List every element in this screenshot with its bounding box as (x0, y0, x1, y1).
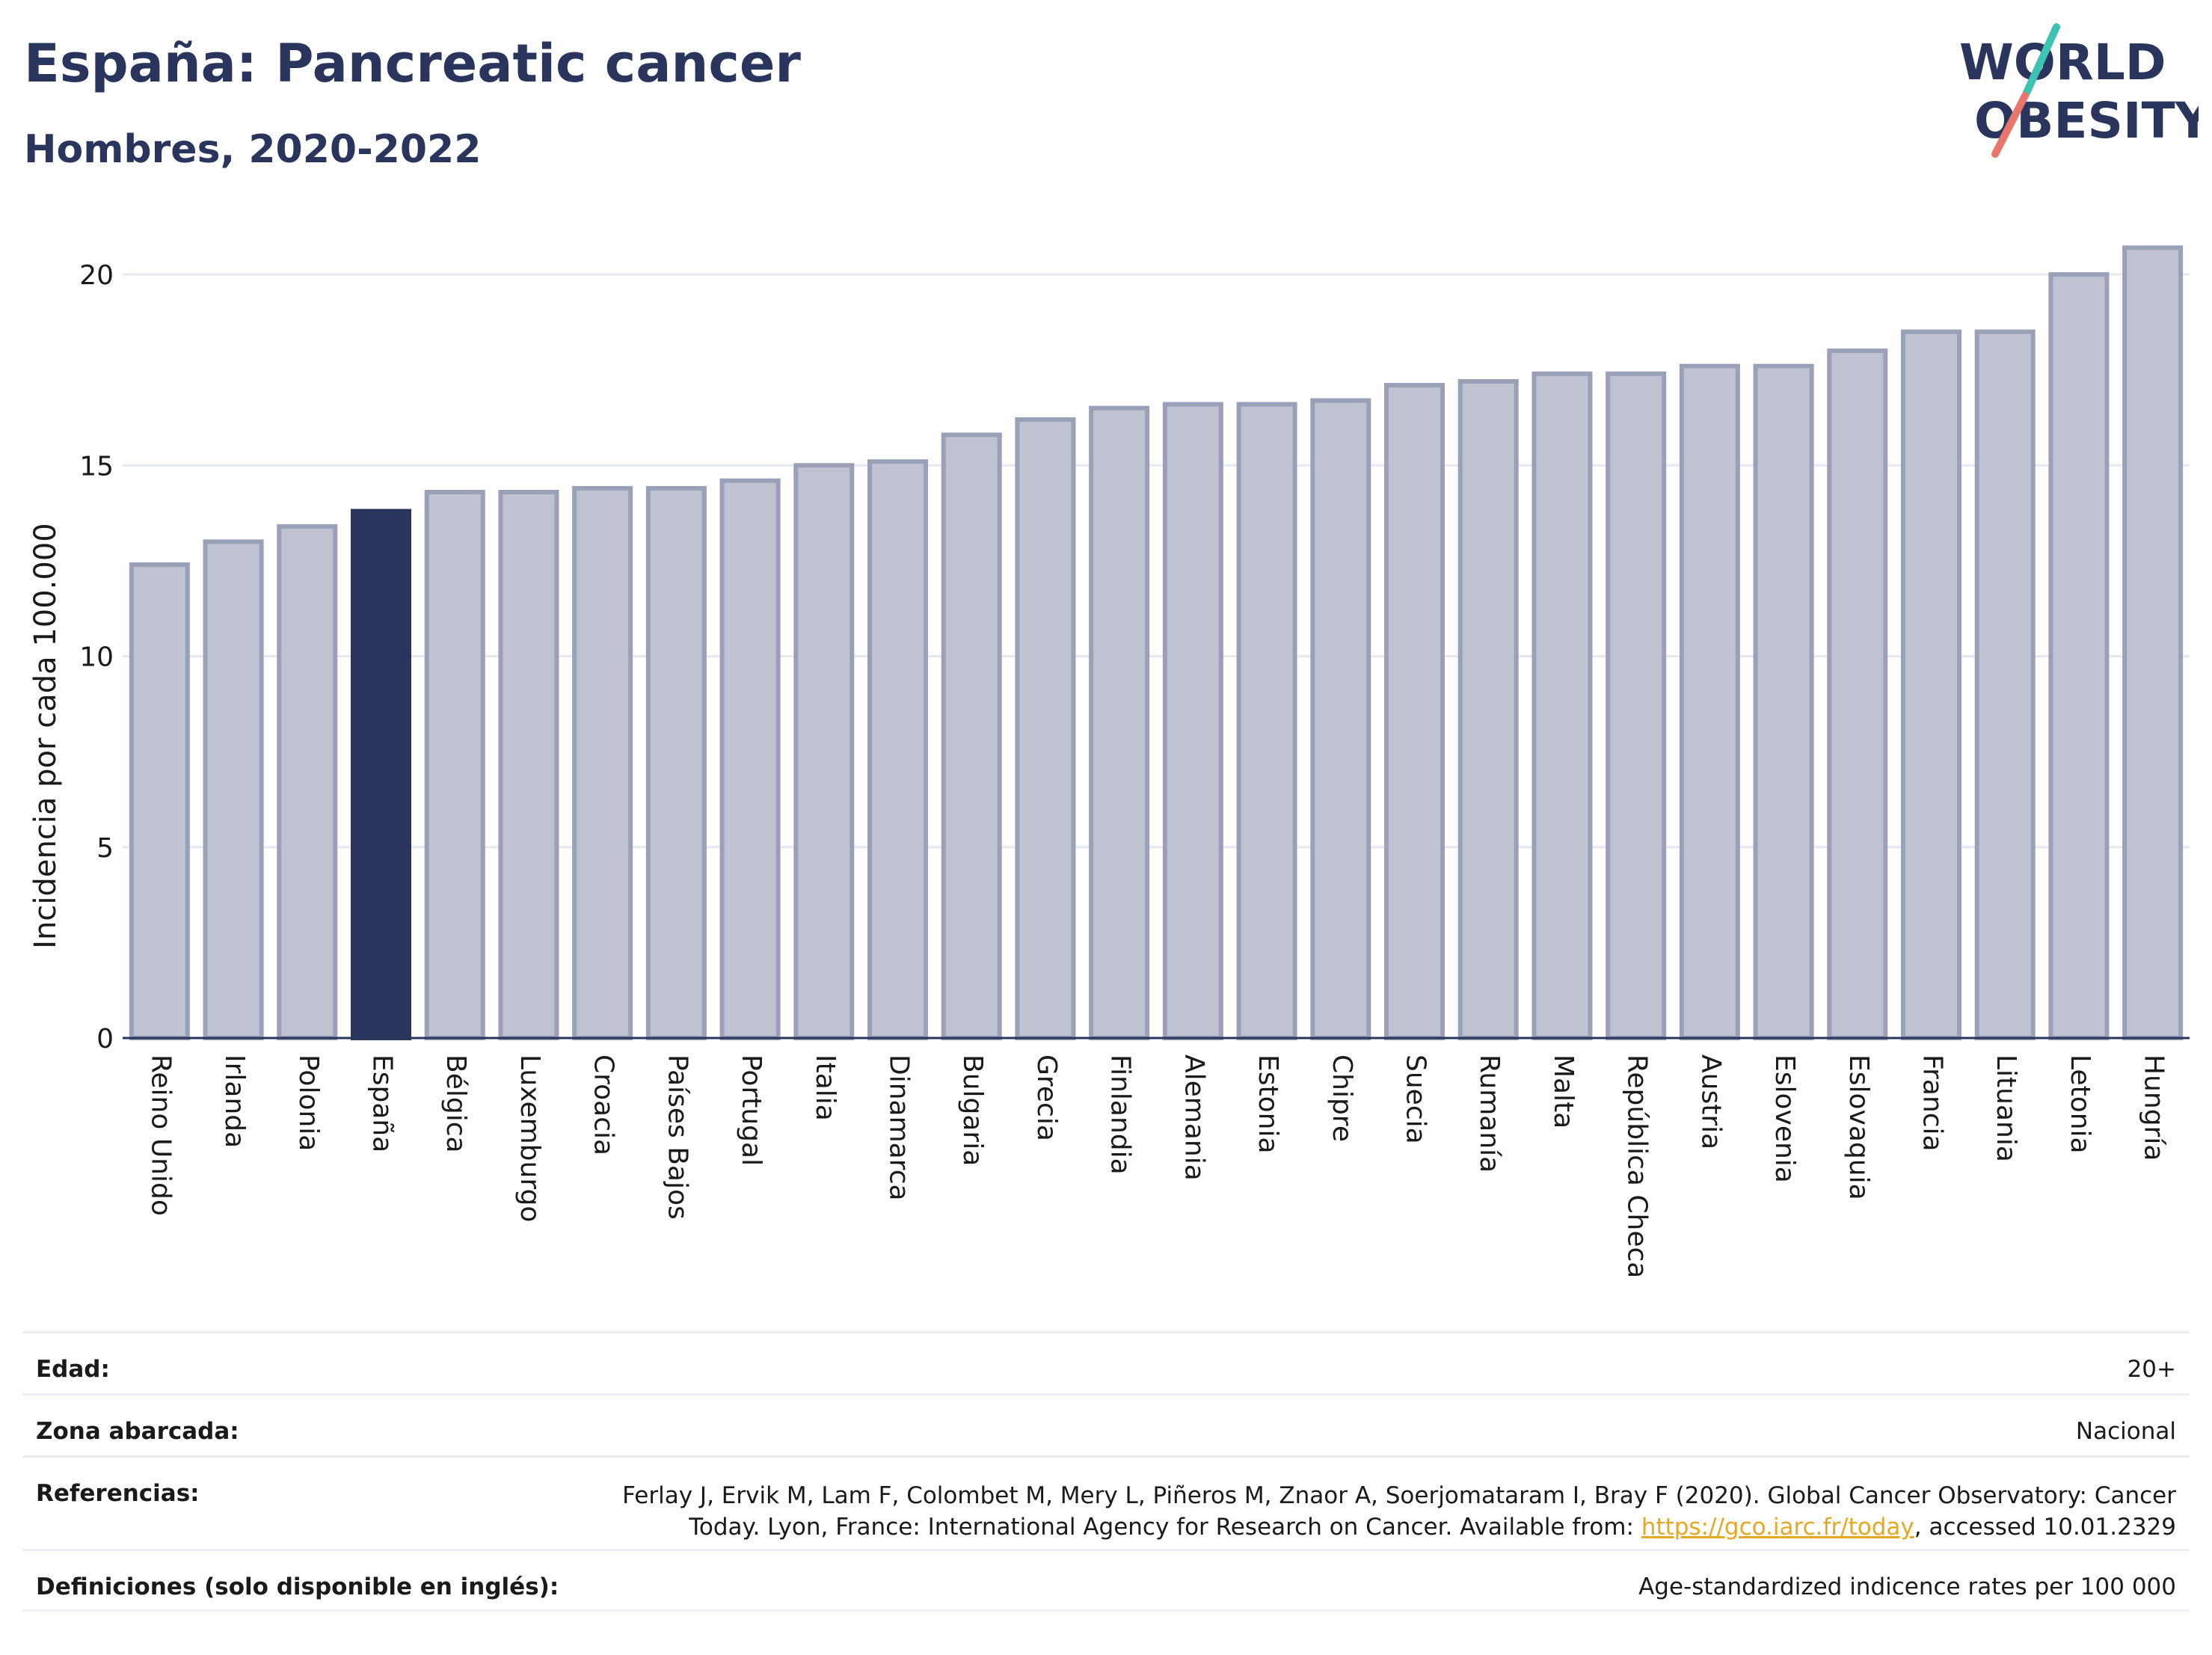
bars (129, 245, 2184, 1041)
bar (498, 489, 559, 1040)
reference-line-2: Today. Lyon, France: International Agenc… (622, 1511, 2176, 1543)
x-tick-label: Chipre (1327, 1054, 1357, 1142)
bar-highlight (350, 509, 412, 1040)
x-tick-label: Polonia (293, 1054, 324, 1151)
zone-label: Zona abarcada: (36, 1418, 239, 1445)
x-tick-label: Dinamarca (884, 1054, 915, 1201)
reference-accessed: , accessed 10.01.2329 (1914, 1514, 2176, 1541)
bar (129, 562, 190, 1040)
chart-subtitle: Hombres, 2020-2022 (24, 127, 482, 172)
age-value: 20+ (2127, 1356, 2176, 1383)
x-tick-label: Francia (1917, 1054, 1948, 1152)
references-label: Referencias: (36, 1480, 200, 1507)
bar (1236, 402, 1297, 1040)
meta-row-definitions: Definiciones (solo disponible en inglés)… (22, 1549, 2190, 1612)
bar (1310, 398, 1371, 1040)
bar (2048, 272, 2110, 1040)
meta-row-references: Referencias: Ferlay J, Ervik M, Lam F, C… (22, 1455, 2190, 1549)
reference-text: Today. Lyon, France: International Agenc… (689, 1514, 1641, 1541)
y-axis-label: Incidencia por cada 100.000 (28, 523, 63, 949)
x-tick-label: Finlandia (1105, 1054, 1136, 1175)
x-tick-label: Suecia (1401, 1054, 1431, 1144)
x-tick-label: Italia (810, 1054, 841, 1121)
bar (941, 432, 1002, 1040)
reference-line-1: Ferlay J, Ervik M, Lam F, Colombet M, Me… (622, 1482, 2176, 1509)
x-tick-label: República Checa (1622, 1054, 1653, 1278)
bar (1974, 329, 2036, 1040)
definitions-value: Age-standardized indicence rates per 100… (1638, 1573, 2176, 1600)
x-tick-label: Malta (1548, 1054, 1579, 1129)
x-tick-label: Bélgica (440, 1054, 471, 1153)
metadata-table: Edad: 20+ Zona abarcada: Nacional Refere… (22, 1331, 2190, 1612)
x-tick-label: Bulgaria (957, 1054, 988, 1166)
bar (1606, 371, 1667, 1041)
x-tick-label: España (367, 1054, 398, 1152)
y-tick-label: 5 (96, 833, 114, 864)
y-tick-label: 10 (79, 642, 114, 673)
y-tick-label: 0 (96, 1024, 114, 1054)
world-obesity-logo: WORLD OBESITY (1959, 23, 2199, 158)
bar (1015, 417, 1076, 1040)
bar (1457, 378, 1519, 1040)
x-tick-label: Hungría (2139, 1054, 2169, 1161)
definitions-label: Definiciones (solo disponible en inglés)… (36, 1573, 559, 1600)
x-tick-label: Reino Unido (145, 1054, 176, 1216)
logo-slash-red (1991, 92, 2029, 158)
bar (1753, 363, 1814, 1040)
logo-word-world: WORLD (1959, 34, 2166, 91)
y-tick-label: 15 (79, 451, 114, 482)
bar (277, 523, 338, 1040)
meta-row-age: Edad: 20+ (22, 1331, 2190, 1393)
y-tick-label: 20 (79, 260, 114, 291)
x-tick-label: Lituania (1991, 1054, 2021, 1162)
logo-slash-teal (2023, 23, 2060, 96)
bar (1679, 363, 1740, 1040)
axes: 0 5 10 15 20 Incidencia por cada 100.000 Reino… (28, 260, 2190, 1278)
bar (424, 489, 485, 1040)
x-tick-label: Luxemburgo (514, 1054, 545, 1222)
bar (1089, 405, 1150, 1040)
reference-link[interactable]: https://gco.iarc.fr/today (1641, 1514, 1914, 1541)
bar (645, 485, 707, 1040)
age-label: Edad: (36, 1356, 110, 1383)
bar (1531, 371, 1593, 1041)
bar (1900, 329, 1962, 1040)
x-tick-label: Letonia (2065, 1054, 2095, 1154)
x-tick-label: Irlanda (219, 1054, 250, 1148)
bar (1383, 383, 1446, 1040)
x-tick-label: Portugal (736, 1054, 766, 1166)
references-value: Ferlay J, Ervik M, Lam F, Colombet M, Me… (622, 1480, 2176, 1543)
x-tick-label: Países Bajos (662, 1054, 692, 1220)
bar (867, 459, 929, 1040)
chart-title: España: Pancreatic cancer (24, 33, 801, 94)
bar (1162, 402, 1223, 1040)
bar (719, 478, 781, 1040)
bar (203, 539, 264, 1040)
x-tick-label: Alemania (1179, 1054, 1209, 1181)
x-tick-label: Croacia (589, 1054, 619, 1155)
x-tick-label: Eslovenia (1769, 1054, 1800, 1183)
x-tick-label: Rumanía (1474, 1054, 1505, 1173)
x-tick-label: Eslovaquia (1843, 1054, 1874, 1200)
bar-chart: 0 5 10 15 20 Incidencia por cada 100.000 Reino… (28, 245, 2190, 1278)
x-tick-label: Austria (1695, 1054, 1726, 1149)
bar (793, 463, 855, 1040)
zone-value: Nacional (2075, 1418, 2176, 1445)
bar (572, 485, 633, 1040)
bar (2122, 245, 2184, 1040)
x-tick-label: Grecia (1031, 1054, 1062, 1141)
meta-row-zone: Zona abarcada: Nacional (22, 1393, 2190, 1455)
x-tick-label: Estonia (1253, 1054, 1283, 1154)
bar (1827, 348, 1888, 1041)
